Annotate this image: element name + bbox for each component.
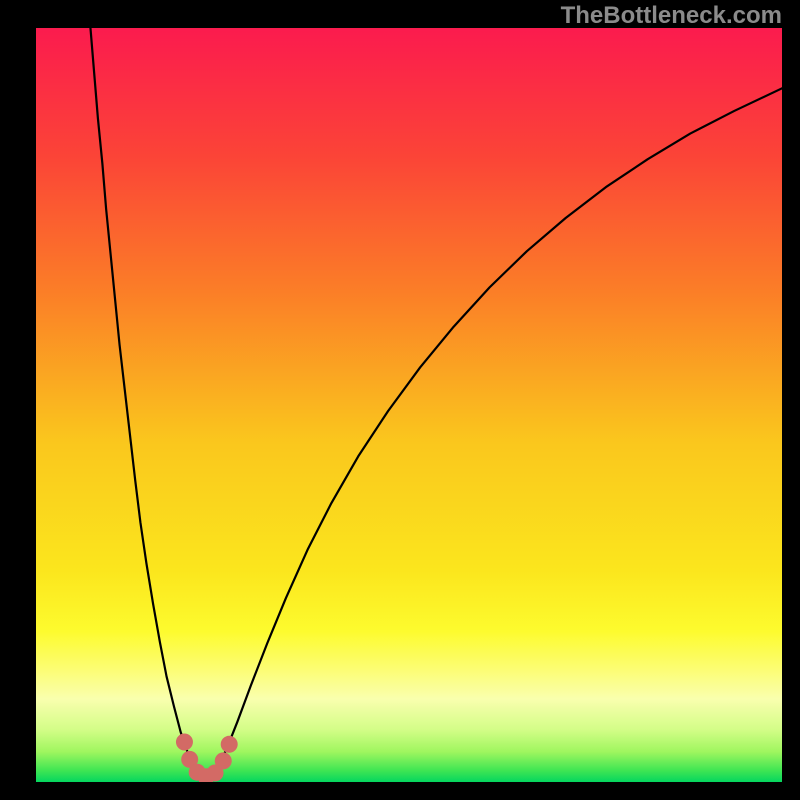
watermark-text: TheBottleneck.com [561,2,782,30]
chart-svg [36,28,782,782]
chart-frame: TheBottleneck.com [0,0,800,800]
curve-left-arm [90,28,206,782]
curve-right-arm [206,88,782,782]
marker-point [215,752,232,769]
plot-area [36,28,782,782]
marker-point [221,736,238,753]
marker-point [176,734,193,751]
